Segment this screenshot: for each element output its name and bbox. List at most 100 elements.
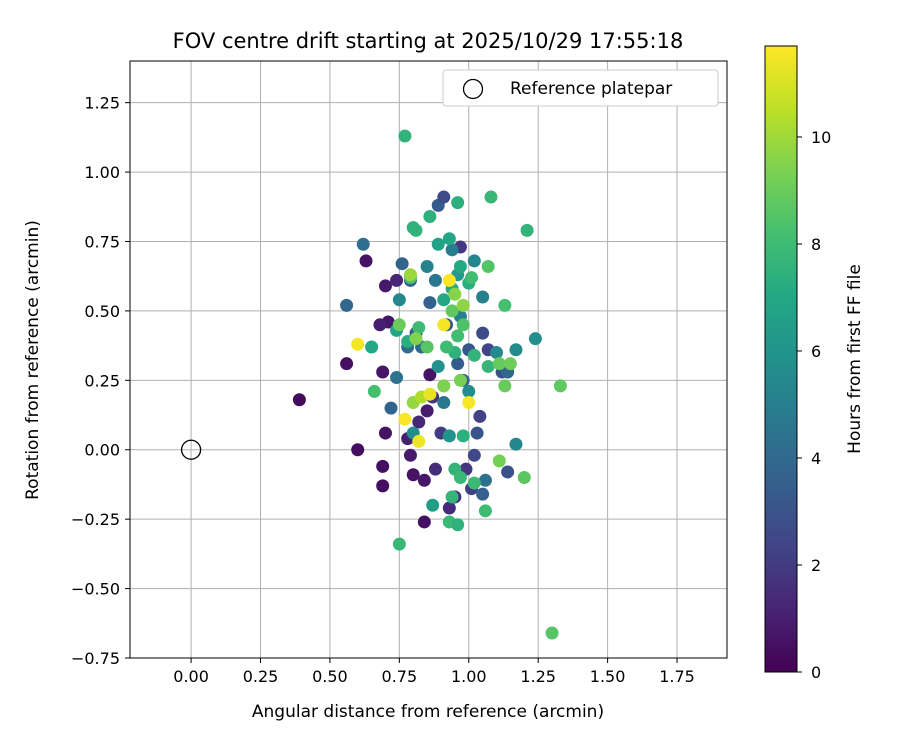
- data-points: [292, 129, 567, 640]
- x-axis-label: Angular distance from reference (arcmin): [252, 702, 604, 722]
- data-point: [476, 487, 490, 501]
- reference-point-marker: [180, 439, 202, 460]
- data-point: [351, 443, 365, 457]
- y-tick-label: −0.75: [71, 649, 120, 668]
- legend-marker-icon: [462, 78, 484, 100]
- data-point: [437, 190, 451, 204]
- data-point: [412, 434, 426, 448]
- data-point: [442, 273, 456, 287]
- data-point: [428, 462, 442, 476]
- data-point: [392, 293, 406, 307]
- grid-lines: [130, 61, 727, 659]
- data-point: [403, 448, 417, 462]
- data-point: [481, 259, 495, 273]
- data-point: [406, 468, 420, 482]
- data-point: [437, 396, 451, 410]
- data-point: [384, 401, 398, 415]
- colorbar-tick-label: 6: [811, 342, 821, 361]
- data-point: [445, 304, 459, 318]
- x-tick-label: 1.75: [659, 667, 695, 686]
- x-tick-label: 0.50: [312, 667, 348, 686]
- data-point: [476, 326, 490, 340]
- data-point: [392, 318, 406, 332]
- y-tick-label: 0.75: [84, 232, 120, 251]
- data-point: [340, 298, 354, 312]
- data-point: [467, 448, 481, 462]
- data-point: [437, 318, 451, 332]
- data-point: [476, 290, 490, 304]
- colorbar-tick-label: 0: [811, 663, 821, 682]
- data-point: [428, 273, 442, 287]
- data-point: [367, 384, 381, 398]
- x-tick-label: 1.25: [520, 667, 556, 686]
- data-point: [509, 437, 523, 451]
- data-point: [431, 237, 445, 251]
- data-point: [517, 471, 531, 485]
- data-point: [340, 357, 354, 371]
- colorbar-label: Hours from first FF file: [845, 264, 865, 454]
- y-tick-label: 0.00: [84, 441, 120, 460]
- data-point: [453, 471, 467, 485]
- data-point: [478, 473, 492, 487]
- y-axis-label: Rotation from reference (arcmin): [23, 220, 43, 500]
- data-point: [501, 465, 515, 479]
- data-point: [392, 537, 406, 551]
- data-point: [520, 223, 534, 237]
- data-point: [467, 476, 481, 490]
- data-point: [378, 279, 392, 293]
- data-point: [420, 340, 434, 354]
- colorbar-ticks: 0 2 4 6 8 10: [797, 128, 831, 682]
- x-tick-label: 1.50: [590, 667, 626, 686]
- data-point: [490, 346, 504, 360]
- data-point: [451, 196, 465, 210]
- data-point: [445, 243, 459, 257]
- reference-point-group: [180, 439, 202, 460]
- data-point: [467, 348, 481, 362]
- colorbar: 0 2 4 6 8 10 Hours from first FF file: [764, 45, 865, 682]
- data-point: [448, 287, 462, 301]
- data-point: [412, 415, 426, 429]
- data-point: [412, 321, 426, 335]
- data-point: [456, 429, 470, 443]
- data-point: [373, 318, 387, 332]
- data-point: [453, 259, 467, 273]
- colorbar-tick-label: 4: [811, 449, 821, 468]
- x-tick-label: 1.00: [451, 667, 487, 686]
- data-point: [395, 257, 409, 271]
- x-axis-ticks: 0.00 0.25 0.50 0.75 1.00 1.25 1.50 1.75: [173, 658, 695, 686]
- y-tick-label: 0.50: [84, 302, 120, 321]
- data-point: [470, 426, 484, 440]
- data-point: [481, 359, 495, 373]
- data-point: [409, 332, 423, 346]
- x-tick-label: 0.75: [382, 667, 418, 686]
- data-point: [453, 373, 467, 387]
- data-point: [467, 254, 481, 268]
- data-point: [423, 387, 437, 401]
- data-point: [442, 501, 456, 515]
- data-point: [451, 329, 465, 343]
- data-point: [492, 357, 506, 371]
- data-point: [492, 454, 506, 468]
- data-point: [478, 504, 492, 518]
- colorbar-tick-label: 10: [811, 128, 831, 147]
- data-point: [417, 473, 431, 487]
- data-point: [498, 379, 512, 393]
- data-point: [376, 459, 390, 473]
- data-point: [473, 409, 487, 423]
- x-tick-label: 0.00: [173, 667, 209, 686]
- colorbar-tick-label: 8: [811, 235, 821, 254]
- data-point: [442, 429, 456, 443]
- y-tick-label: 1.25: [84, 94, 120, 113]
- data-point: [437, 293, 451, 307]
- data-point: [437, 379, 451, 393]
- data-point: [403, 268, 417, 282]
- data-point: [423, 209, 437, 223]
- data-point: [398, 129, 412, 143]
- data-point: [528, 332, 542, 346]
- y-axis-ticks: −0.75 −0.50 −0.25 0.00 0.25 0.50 0.75 1.00 1.25: [71, 94, 130, 668]
- data-point: [378, 426, 392, 440]
- colorbar-tick-label: 2: [811, 556, 821, 575]
- data-point: [465, 271, 479, 285]
- data-point: [456, 298, 470, 312]
